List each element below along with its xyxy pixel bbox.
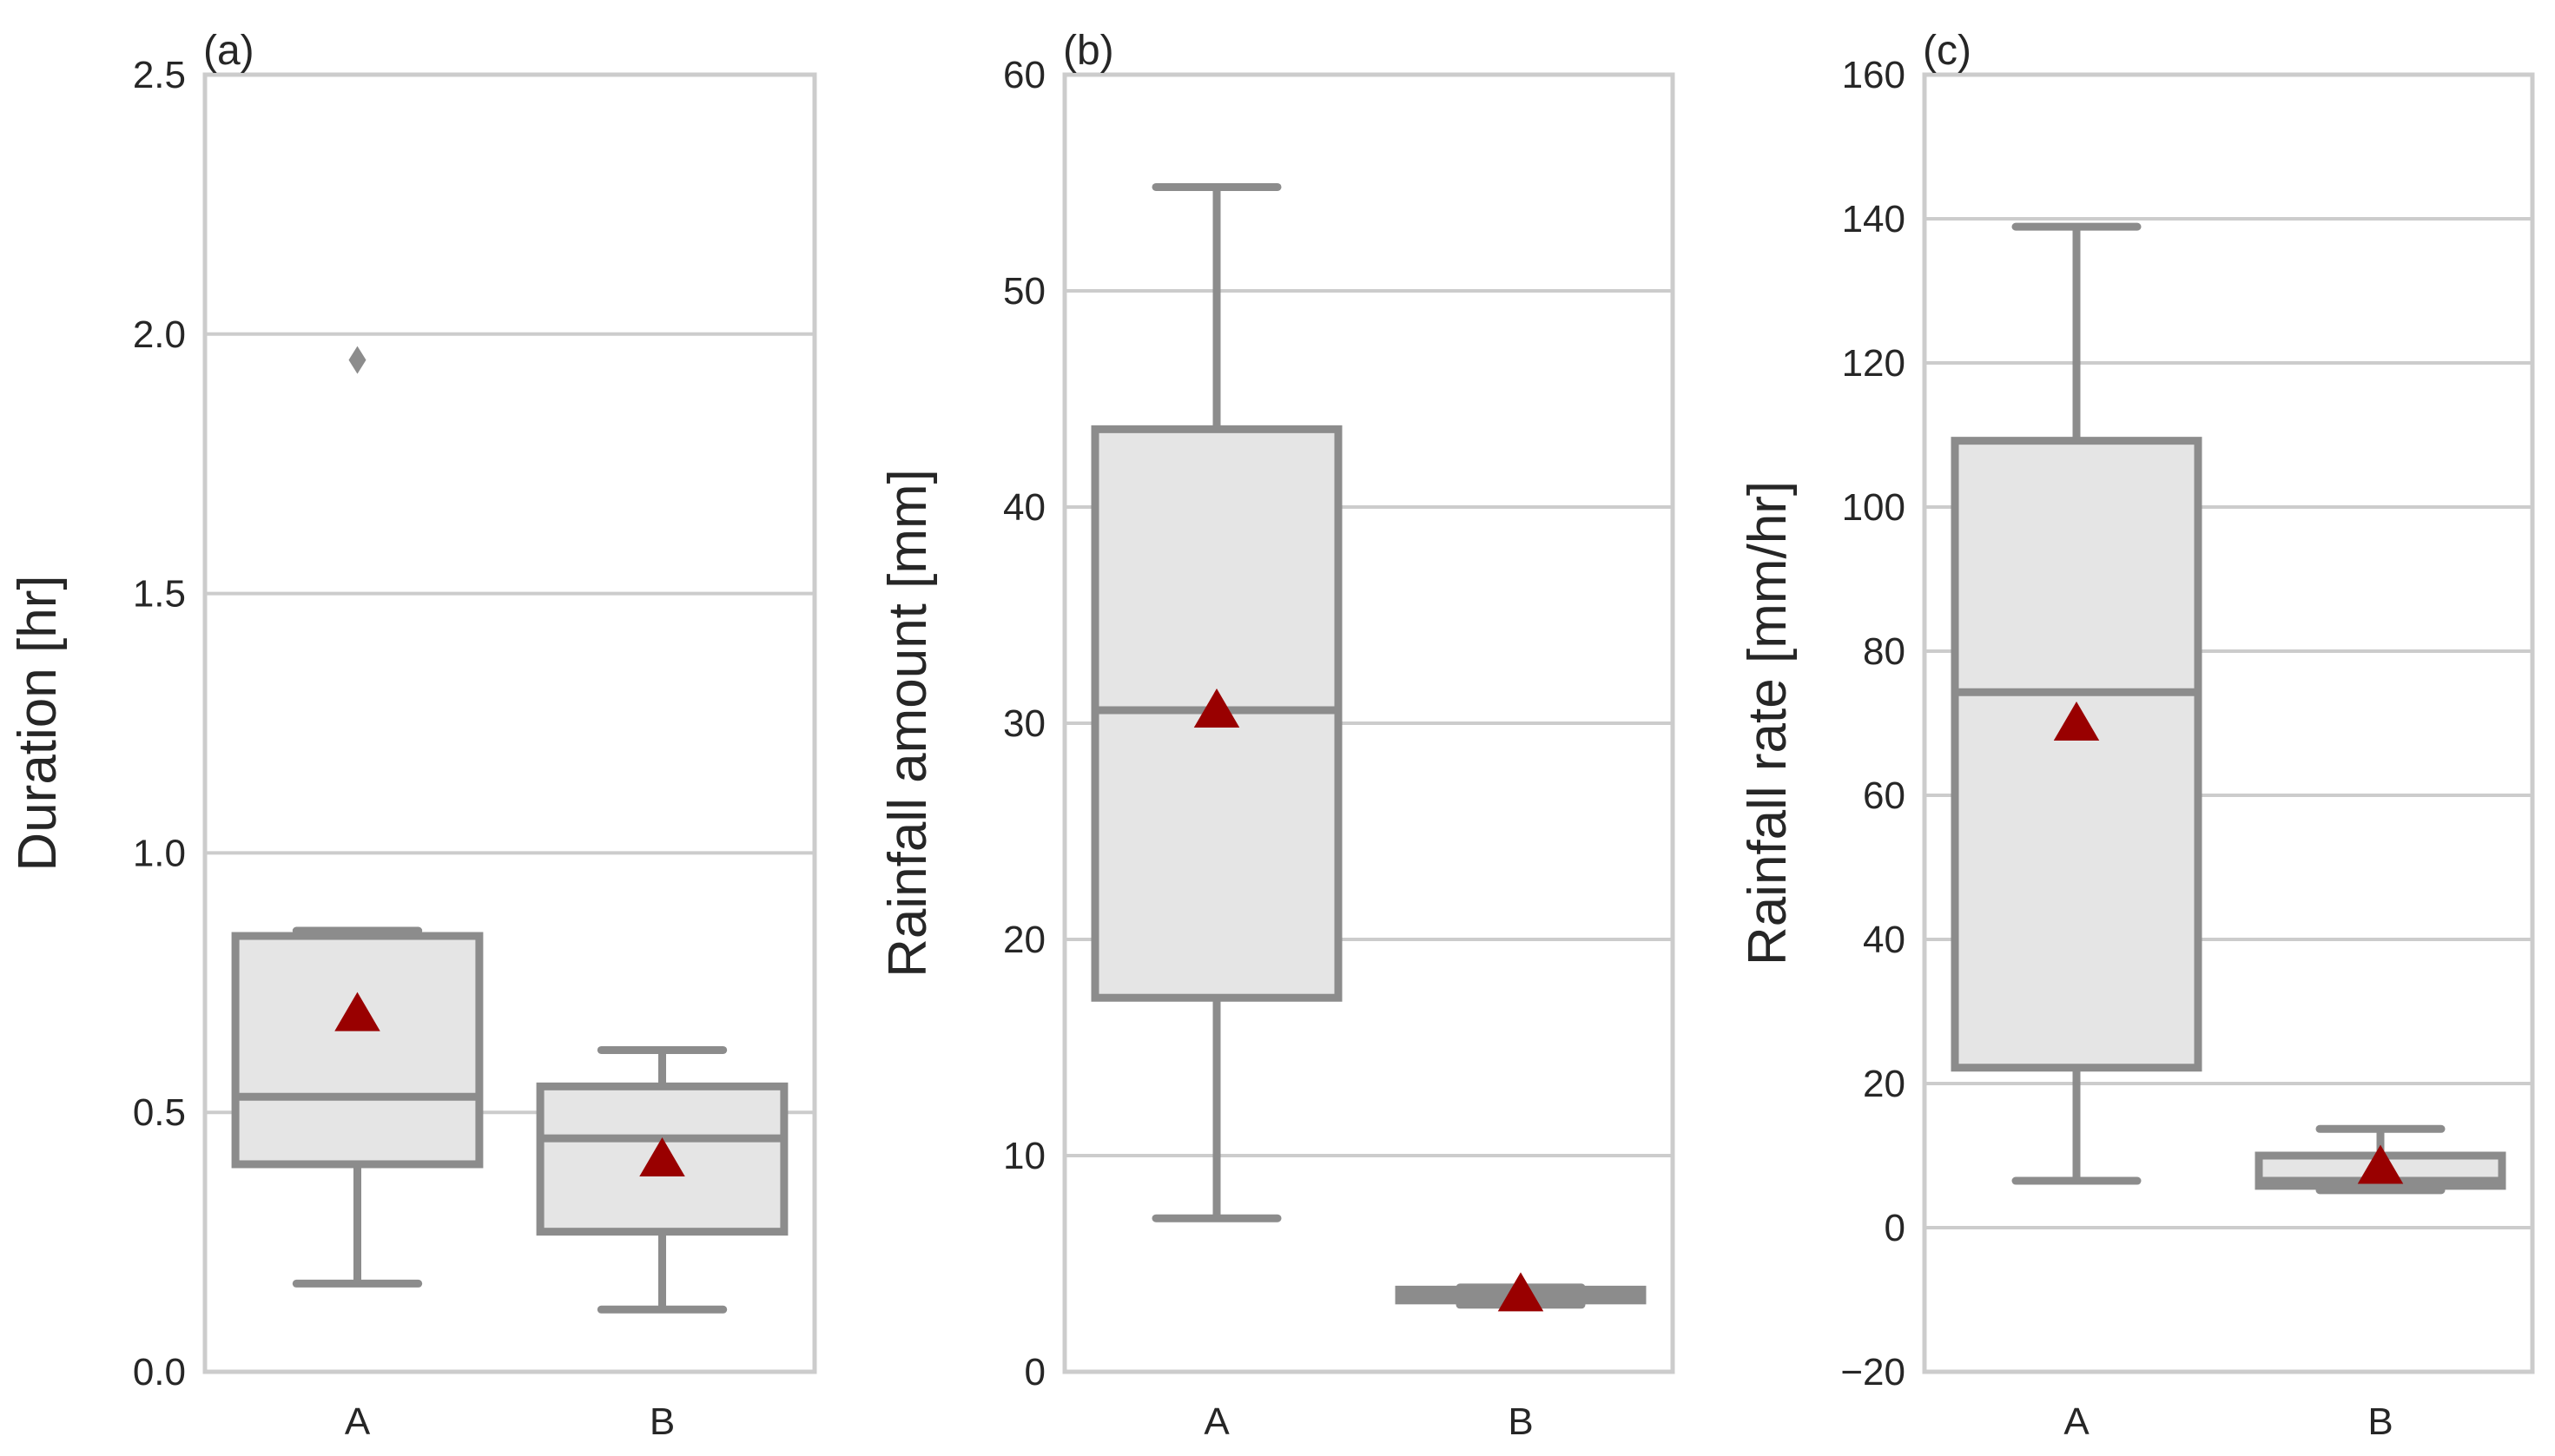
x-tick-label: A — [1204, 1400, 1230, 1443]
iqr-box — [1951, 437, 2202, 1072]
plot-frame — [202, 72, 817, 1374]
panel-1: 0.0 0.5 1.0 1.5 2.0 2.5 A B Duration [hr] (a) — [8, 28, 817, 1443]
y-tick-label: 40 — [1003, 486, 1046, 529]
y-tick-label: 10 — [1003, 1135, 1046, 1177]
x-tick-label: B — [2367, 1400, 2393, 1443]
y-tick-label: 60 — [1003, 54, 1046, 96]
box-A — [1951, 222, 2202, 1185]
y-tick-label: 0 — [1025, 1351, 1046, 1393]
y-tick-label: −20 — [1840, 1351, 1905, 1393]
box-A — [1091, 182, 1343, 1222]
panel-label: (a) — [203, 28, 254, 74]
panel-2: 0 10 20 30 40 50 60 A B Rainfall amount [mm] (b) — [878, 28, 1675, 1443]
y-tick-label: 140 — [1842, 198, 1905, 240]
outlier-marker — [348, 346, 366, 374]
y-tick-label: 0 — [1885, 1207, 1905, 1249]
y-tick-label: 20 — [1003, 919, 1046, 961]
panel-label: (b) — [1063, 28, 1114, 74]
y-tick-label: 20 — [1863, 1063, 1905, 1105]
x-tick-label: A — [345, 1400, 371, 1443]
x-tick-label: B — [1508, 1400, 1533, 1443]
y-axis-label: Duration [hr] — [8, 575, 68, 871]
y-tick-label: 80 — [1863, 630, 1905, 673]
panel-3: −20 0 20 40 60 80 100 120 140 160 A B Rainfall rate … — [1738, 28, 2535, 1443]
x-tick-label: A — [2063, 1400, 2090, 1443]
y-tick-label: 0.0 — [133, 1351, 186, 1393]
box-B — [536, 1045, 789, 1314]
mean-marker — [1193, 688, 1240, 728]
y-tick-label: 2.0 — [133, 313, 186, 356]
y-tick-label: 0.5 — [133, 1091, 186, 1134]
y-tick-label: 50 — [1003, 270, 1046, 313]
mean-marker — [2357, 1144, 2404, 1184]
x-tick-label: B — [650, 1400, 675, 1443]
y-tick-label: 1.5 — [133, 573, 186, 616]
mean-marker — [334, 992, 380, 1031]
y-tick-label: 40 — [1863, 919, 1905, 961]
box-A — [231, 346, 484, 1288]
panel-label: (c) — [1923, 28, 1971, 74]
y-tick-label: 100 — [1842, 486, 1905, 529]
y-tick-label: 120 — [1842, 342, 1905, 385]
mean-marker — [2053, 702, 2100, 741]
y-tick-label: 60 — [1863, 774, 1905, 817]
y-tick-label: 30 — [1003, 702, 1046, 745]
y-axis-label: Rainfall rate [mm/hr] — [1738, 481, 1798, 965]
iqr-box — [231, 932, 484, 1169]
mean-marker — [639, 1136, 685, 1176]
y-axis-label: Rainfall amount [mm] — [878, 469, 938, 978]
y-tick-label: 160 — [1842, 54, 1905, 96]
box-B — [1395, 1272, 1647, 1312]
plot-frame — [1062, 72, 1675, 1374]
mean-marker — [1497, 1272, 1544, 1312]
plot-frame — [1922, 72, 2535, 1374]
box-B — [2255, 1124, 2506, 1195]
y-tick-label: 2.5 — [133, 54, 186, 96]
y-tick-label: 1.0 — [133, 832, 186, 874]
